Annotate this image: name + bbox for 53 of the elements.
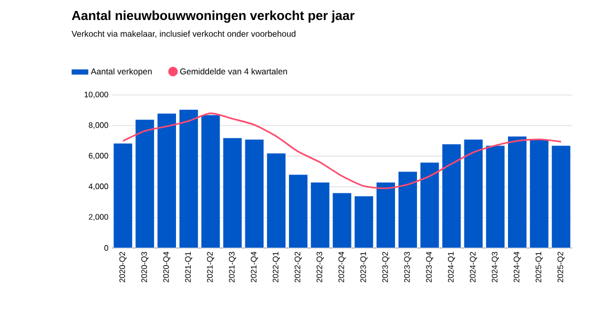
legend-label: Gemiddelde van 4 kwartalen	[180, 68, 287, 74]
x-tick-label: 2022-Q3	[316, 252, 324, 282]
x-tick-label: 2020-Q3	[141, 252, 148, 282]
bar	[442, 144, 462, 248]
bar	[332, 192, 352, 248]
bar	[354, 196, 374, 248]
bar	[551, 145, 571, 248]
x-tick-label: 2022-Q2	[294, 252, 302, 282]
bar	[529, 139, 549, 248]
bar	[222, 138, 242, 248]
x-tick-label: 2021-Q4	[250, 252, 258, 282]
bar	[135, 119, 155, 248]
bar	[288, 174, 308, 248]
x-tick-label: 2023-Q2	[382, 252, 390, 282]
x-tick-label: 2020-Q2	[119, 252, 126, 282]
x-tick-label: 2024-Q3	[492, 252, 499, 282]
y-tick-label: 4,000	[88, 184, 108, 190]
chart-subtitle: Verkocht via makelaar, inclusief verkocht onder voorbehoud	[72, 30, 296, 38]
y-tick-label: 8,000	[88, 122, 108, 129]
bar	[398, 171, 418, 248]
bar	[464, 139, 484, 248]
x-tick-label: 2023-Q3	[404, 252, 412, 282]
x-tick-label: 2021-Q2	[207, 252, 214, 282]
bar	[157, 113, 177, 248]
y-tick-label: 6,000	[88, 152, 108, 160]
y-tick-label: 2,000	[88, 214, 108, 221]
x-tick-label: 2024-Q4	[514, 252, 521, 282]
bar	[200, 114, 220, 248]
legend-label: Aantal verkopen	[90, 68, 152, 76]
x-tick-label: 2022-Q1	[272, 252, 280, 282]
bar	[507, 136, 527, 248]
x-tick-label: 2023-Q4	[426, 252, 434, 282]
x-tick-label: 2025-Q1	[536, 252, 543, 282]
chart-title: Aantal nieuwbouwwoningen verkocht per jaar	[72, 10, 355, 23]
x-tick-label: 2022-Q4	[338, 252, 346, 282]
bar	[113, 142, 133, 248]
bar	[486, 145, 506, 248]
bar	[310, 182, 330, 248]
bar	[420, 162, 440, 248]
x-tick-label: 2024-Q2	[470, 252, 477, 282]
bar	[178, 109, 198, 248]
bar	[266, 152, 286, 248]
x-tick-label: 2020-Q4	[163, 252, 170, 282]
bar	[244, 139, 264, 248]
y-tick-label: 0	[104, 245, 108, 251]
x-tick-label: 2023-Q1	[360, 252, 368, 282]
x-tick-label: 2021-Q1	[185, 252, 192, 282]
y-tick-label: 10,000	[84, 92, 108, 98]
bar	[376, 182, 396, 248]
x-tick-label: 2021-Q3	[228, 252, 236, 282]
x-tick-label: 2025-Q2	[558, 252, 565, 282]
line-series	[122, 112, 562, 190]
x-tick-label: 2024-Q1	[448, 252, 456, 282]
